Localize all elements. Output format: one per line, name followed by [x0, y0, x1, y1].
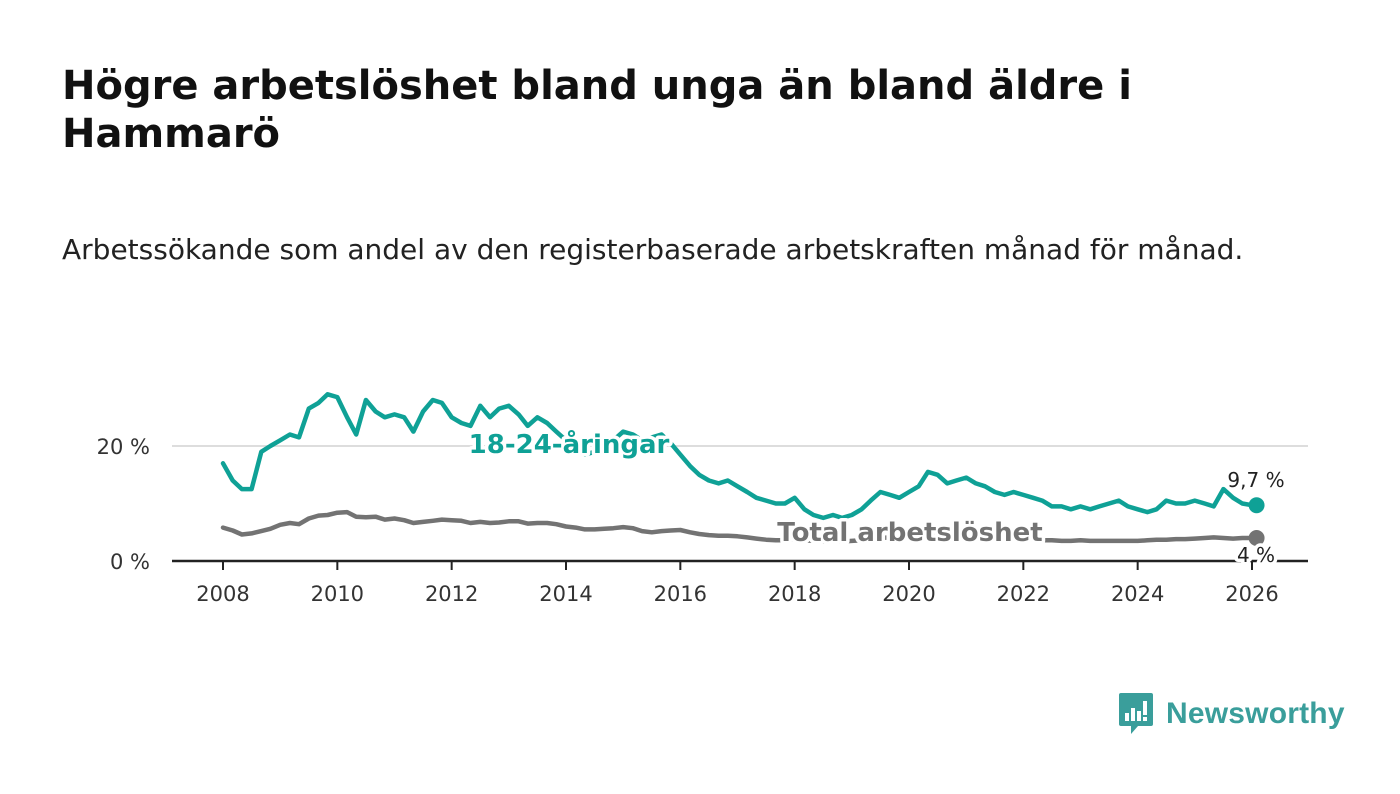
total-line	[220, 509, 1255, 544]
x-tick-label: 2012	[425, 582, 478, 606]
youth-end-label-halo: 9,7 %	[1227, 468, 1284, 492]
youth-line	[220, 392, 1255, 521]
page-title: Högre arbetslöshet bland unga än bland ä…	[62, 63, 1132, 157]
x-axis: 2008 2010 2012 2014 2016 2018 2020 2022 2024 2026	[172, 559, 1308, 606]
total-series-label-halo: Total arbetslöshet	[777, 518, 1042, 548]
x-tick-label: 2008	[196, 582, 249, 606]
line-chart: 0 % 20 % 2008 2010 2012 2014 2016 2018 2020 2022…	[97, 392, 1308, 606]
brand-name: Newsworthy	[1166, 697, 1345, 730]
grid-lines: 0 % 20 %	[97, 435, 1308, 574]
youth-end-dot	[1248, 497, 1265, 514]
total-end-label: 4 %	[1237, 543, 1275, 567]
total-end-label-halo: 4 %	[1237, 543, 1275, 567]
y-tick-label: 20 %	[97, 435, 150, 459]
x-tick-label: 2018	[768, 582, 821, 606]
newsworthy-logo-icon	[1119, 693, 1153, 734]
x-tick-label: 2026	[1225, 582, 1278, 606]
total-end-dot	[1248, 530, 1265, 546]
chart-subtitle: Arbetssökande som andel av den registerb…	[62, 233, 1244, 266]
x-tick-label: 2016	[654, 582, 707, 606]
youth-series-label: 18-24-åringar	[469, 428, 670, 460]
x-tick-label: 2020	[882, 582, 935, 606]
x-tick-label: 2010	[311, 582, 364, 606]
newsworthy-brand: Newsworthy	[1118, 690, 1345, 738]
x-tick-label: 2022	[997, 582, 1050, 606]
series-lines	[220, 392, 1265, 546]
x-tick-label: 2014	[539, 582, 592, 606]
youth-end-label: 9,7 %	[1227, 468, 1284, 492]
total-series-label: Total arbetslöshet	[777, 518, 1042, 548]
y-tick-label: 0 %	[110, 550, 150, 574]
youth-series-label-halo: 18-24-åringar	[469, 428, 670, 460]
x-tick-label: 2024	[1111, 582, 1164, 606]
